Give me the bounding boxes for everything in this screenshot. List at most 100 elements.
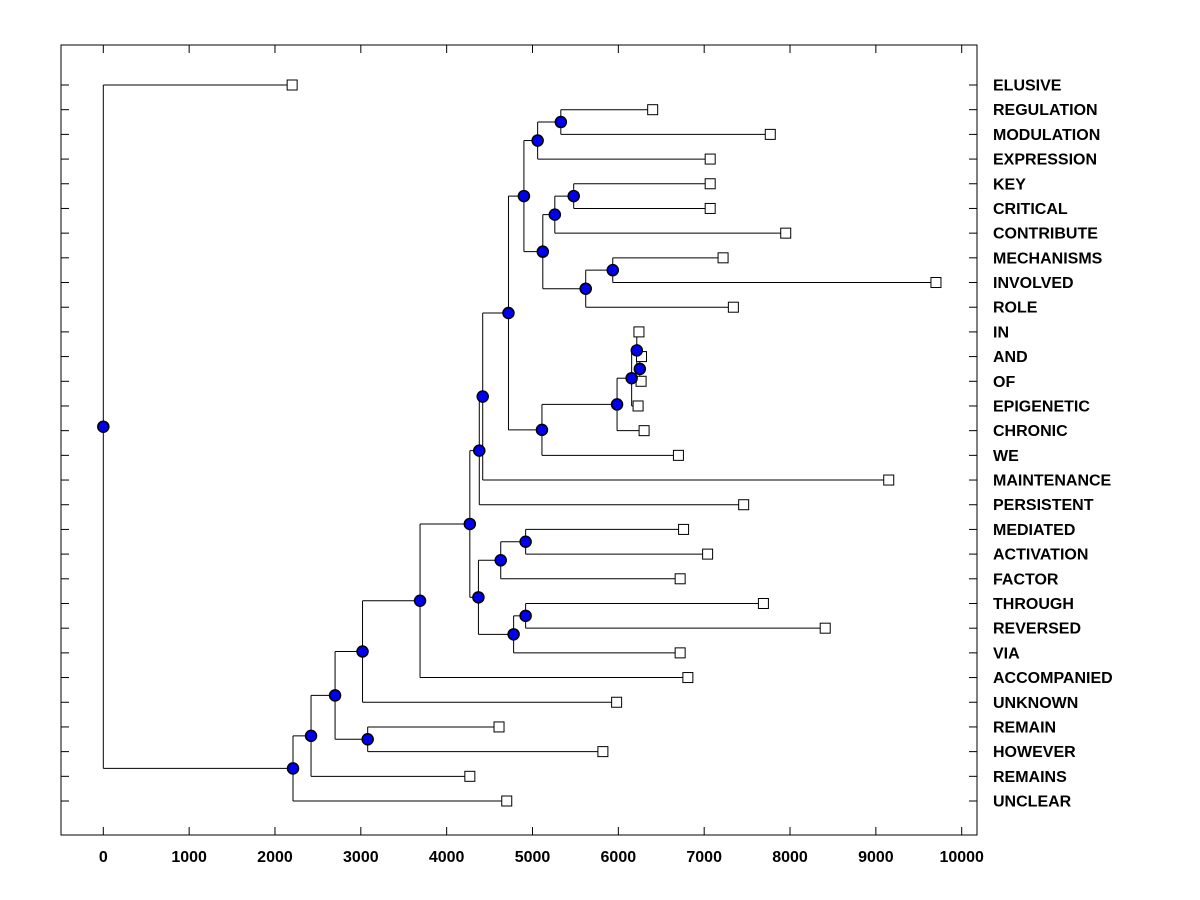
x-tick-label: 0 bbox=[99, 849, 108, 866]
leaf-marker bbox=[819, 622, 831, 634]
leaf-marker bbox=[764, 128, 776, 140]
branch-node-marker bbox=[494, 554, 507, 567]
branch-node-marker bbox=[531, 134, 544, 147]
leaf-marker bbox=[930, 277, 942, 289]
branch-node-marker bbox=[630, 344, 644, 357]
leaf-label: ROLE bbox=[993, 300, 1038, 317]
leaf-label: REVERSED bbox=[993, 621, 1081, 638]
branch-node-marker bbox=[519, 535, 532, 549]
leaf-label: KEY bbox=[993, 176, 1026, 193]
leaf-marker bbox=[704, 153, 716, 165]
branch-node-marker bbox=[633, 362, 647, 376]
branch-node-marker bbox=[548, 208, 562, 221]
leaf-marker bbox=[682, 672, 694, 684]
x-tick-label: 8000 bbox=[772, 849, 808, 866]
leaf-marker bbox=[638, 425, 650, 437]
leaf-marker bbox=[632, 400, 644, 412]
leaf-marker bbox=[717, 252, 729, 264]
leaf-label: VIA bbox=[993, 645, 1020, 662]
leaf-marker bbox=[674, 647, 686, 659]
leaf-label: MEDIATED bbox=[993, 522, 1075, 539]
leaf-marker bbox=[464, 770, 476, 782]
branch-node-marker bbox=[476, 390, 489, 403]
branch-node-marker bbox=[536, 245, 550, 258]
leaf-label: MODULATION bbox=[993, 127, 1100, 144]
branch-node-marker bbox=[286, 762, 300, 775]
x-tick-label: 2000 bbox=[257, 849, 293, 866]
leaf-marker bbox=[704, 202, 716, 214]
leaf-marker bbox=[678, 523, 690, 535]
leaf-marker bbox=[727, 301, 739, 313]
branch-node-marker bbox=[304, 729, 318, 743]
leaf-marker bbox=[757, 597, 769, 609]
leaf-label: INVOLVED bbox=[993, 275, 1074, 292]
leaf-label: IN bbox=[993, 324, 1009, 341]
leaf-label: CRITICAL bbox=[993, 201, 1068, 218]
leaf-marker bbox=[883, 474, 895, 486]
leaf-marker bbox=[704, 178, 716, 190]
branch-node-marker bbox=[606, 263, 620, 277]
x-tick-label: 9000 bbox=[858, 849, 894, 866]
leaf-label: OF bbox=[993, 374, 1015, 391]
leaf-label: ACCOMPANIED bbox=[993, 670, 1113, 687]
leaf-label: CONTRIBUTE bbox=[993, 226, 1098, 243]
x-tick-label: 4000 bbox=[429, 849, 465, 866]
leaf-marker bbox=[780, 227, 792, 239]
x-tick-label: 10000 bbox=[939, 849, 984, 866]
branch-node-marker bbox=[610, 398, 624, 411]
leaf-label: WE bbox=[993, 448, 1019, 465]
x-tick-label: 3000 bbox=[343, 849, 379, 866]
leaf-label: REMAINS bbox=[993, 769, 1067, 786]
leaf-label: ACTIVATION bbox=[993, 547, 1088, 564]
branch-node-marker bbox=[579, 282, 592, 295]
branch-node-marker bbox=[473, 444, 486, 457]
leaf-label: EPIGENETIC bbox=[993, 398, 1090, 415]
leaf-label: EXPRESSION bbox=[993, 152, 1097, 169]
leaf-marker bbox=[633, 326, 645, 338]
branch-node-marker bbox=[625, 371, 638, 385]
branch-node-marker bbox=[519, 609, 532, 623]
axes-box bbox=[60, 44, 978, 836]
leaf-marker bbox=[647, 104, 659, 116]
leaf-marker bbox=[672, 449, 684, 461]
leaf-marker bbox=[597, 746, 609, 758]
x-tick-label: 5000 bbox=[515, 849, 551, 866]
branch-node-marker bbox=[413, 594, 427, 608]
leaf-label: ELUSIVE bbox=[993, 78, 1062, 95]
branch-node-marker bbox=[361, 733, 374, 746]
leaf-marker bbox=[611, 696, 623, 708]
leaf-label: FACTOR bbox=[993, 571, 1059, 588]
leaf-label: CHRONIC bbox=[993, 423, 1068, 440]
tree-markers bbox=[97, 79, 942, 807]
leaf-label: UNCLEAR bbox=[993, 794, 1072, 811]
branch-node-marker bbox=[517, 189, 531, 203]
branch-node-marker bbox=[535, 423, 549, 437]
leaf-labels: ELUSIVE REGULATION MODULATION EXPRESSION KEY… bbox=[993, 78, 1113, 811]
leaf-marker bbox=[702, 548, 714, 560]
branch-node-marker bbox=[97, 420, 110, 433]
branch-node-marker bbox=[328, 689, 342, 702]
leaf-label: AND bbox=[993, 349, 1028, 366]
branch-node-marker bbox=[472, 591, 485, 604]
leaf-label: THROUGH bbox=[993, 596, 1074, 613]
branch-node-marker bbox=[356, 645, 369, 658]
plot-frame bbox=[60, 44, 978, 836]
leaf-marker bbox=[286, 79, 298, 91]
x-tick-labels: 0 1000 2000 3000 4000 5000 6000 7000 8000 9000 100… bbox=[99, 849, 984, 866]
leaf-marker bbox=[674, 573, 686, 585]
x-tick-label: 7000 bbox=[686, 849, 722, 866]
branch-node-marker bbox=[554, 115, 568, 129]
x-tick-label: 1000 bbox=[171, 849, 207, 866]
leaf-label: MAINTENANCE bbox=[993, 473, 1112, 490]
leaf-marker bbox=[493, 721, 505, 733]
leaf-label: MECHANISMS bbox=[993, 250, 1103, 267]
leaf-label: HOWEVER bbox=[993, 744, 1076, 761]
leaf-label: PERSISTENT bbox=[993, 497, 1094, 514]
leaf-marker bbox=[738, 499, 750, 511]
x-tick-label: 6000 bbox=[601, 849, 637, 866]
leaf-label: REMAIN bbox=[993, 719, 1056, 736]
branch-node-marker bbox=[507, 628, 520, 641]
leaf-label: UNKNOWN bbox=[993, 695, 1078, 712]
